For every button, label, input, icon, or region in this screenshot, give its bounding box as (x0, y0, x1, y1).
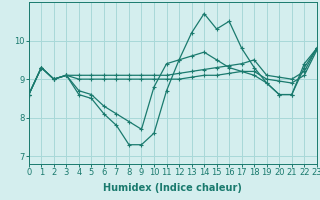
X-axis label: Humidex (Indice chaleur): Humidex (Indice chaleur) (103, 183, 242, 193)
